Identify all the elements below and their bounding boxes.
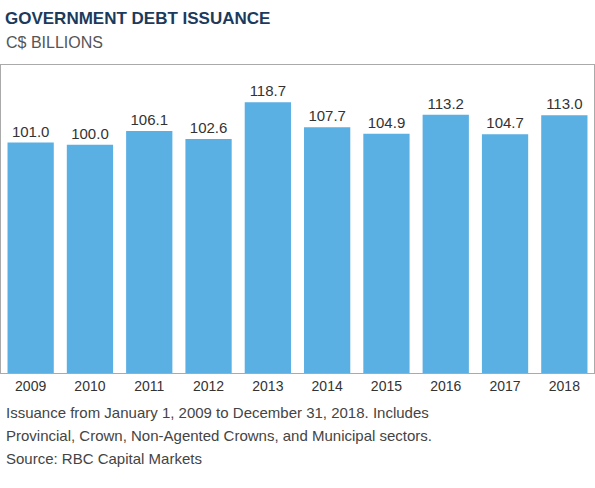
svg-text:GOVERNMENT DEBT ISSUANCE: GOVERNMENT DEBT ISSUANCE — [5, 9, 270, 28]
svg-text:118.7: 118.7 — [250, 82, 286, 99]
svg-text:C$ BILLIONS: C$ BILLIONS — [6, 34, 103, 51]
svg-text:113.2: 113.2 — [428, 95, 464, 112]
svg-text:104.7: 104.7 — [486, 114, 524, 131]
svg-text:2013: 2013 — [252, 378, 283, 394]
svg-text:101.0: 101.0 — [12, 123, 50, 140]
svg-text:Provincial, Crown, Non-Agented: Provincial, Crown, Non-Agented Crowns, a… — [6, 427, 432, 444]
svg-text:104.9: 104.9 — [368, 114, 406, 131]
svg-text:2016: 2016 — [430, 378, 461, 394]
svg-text:2011: 2011 — [134, 378, 164, 394]
svg-text:2014: 2014 — [312, 378, 343, 394]
svg-text:2015: 2015 — [371, 378, 402, 394]
svg-text:2018: 2018 — [549, 378, 580, 394]
svg-text:2010: 2010 — [74, 378, 105, 394]
svg-text:2012: 2012 — [193, 378, 224, 394]
svg-text:106.1: 106.1 — [130, 111, 168, 128]
svg-text:Source: RBC Capital Markets: Source: RBC Capital Markets — [6, 450, 202, 467]
svg-text:2017: 2017 — [489, 378, 520, 394]
svg-text:113.0: 113.0 — [546, 95, 582, 112]
svg-text:Issuance from January 1, 2009: Issuance from January 1, 2009 to Decembe… — [6, 404, 429, 421]
svg-text:107.7: 107.7 — [308, 107, 346, 124]
svg-text:102.6: 102.6 — [190, 119, 228, 136]
svg-text:100.0: 100.0 — [71, 125, 109, 142]
svg-text:2009: 2009 — [15, 378, 46, 394]
